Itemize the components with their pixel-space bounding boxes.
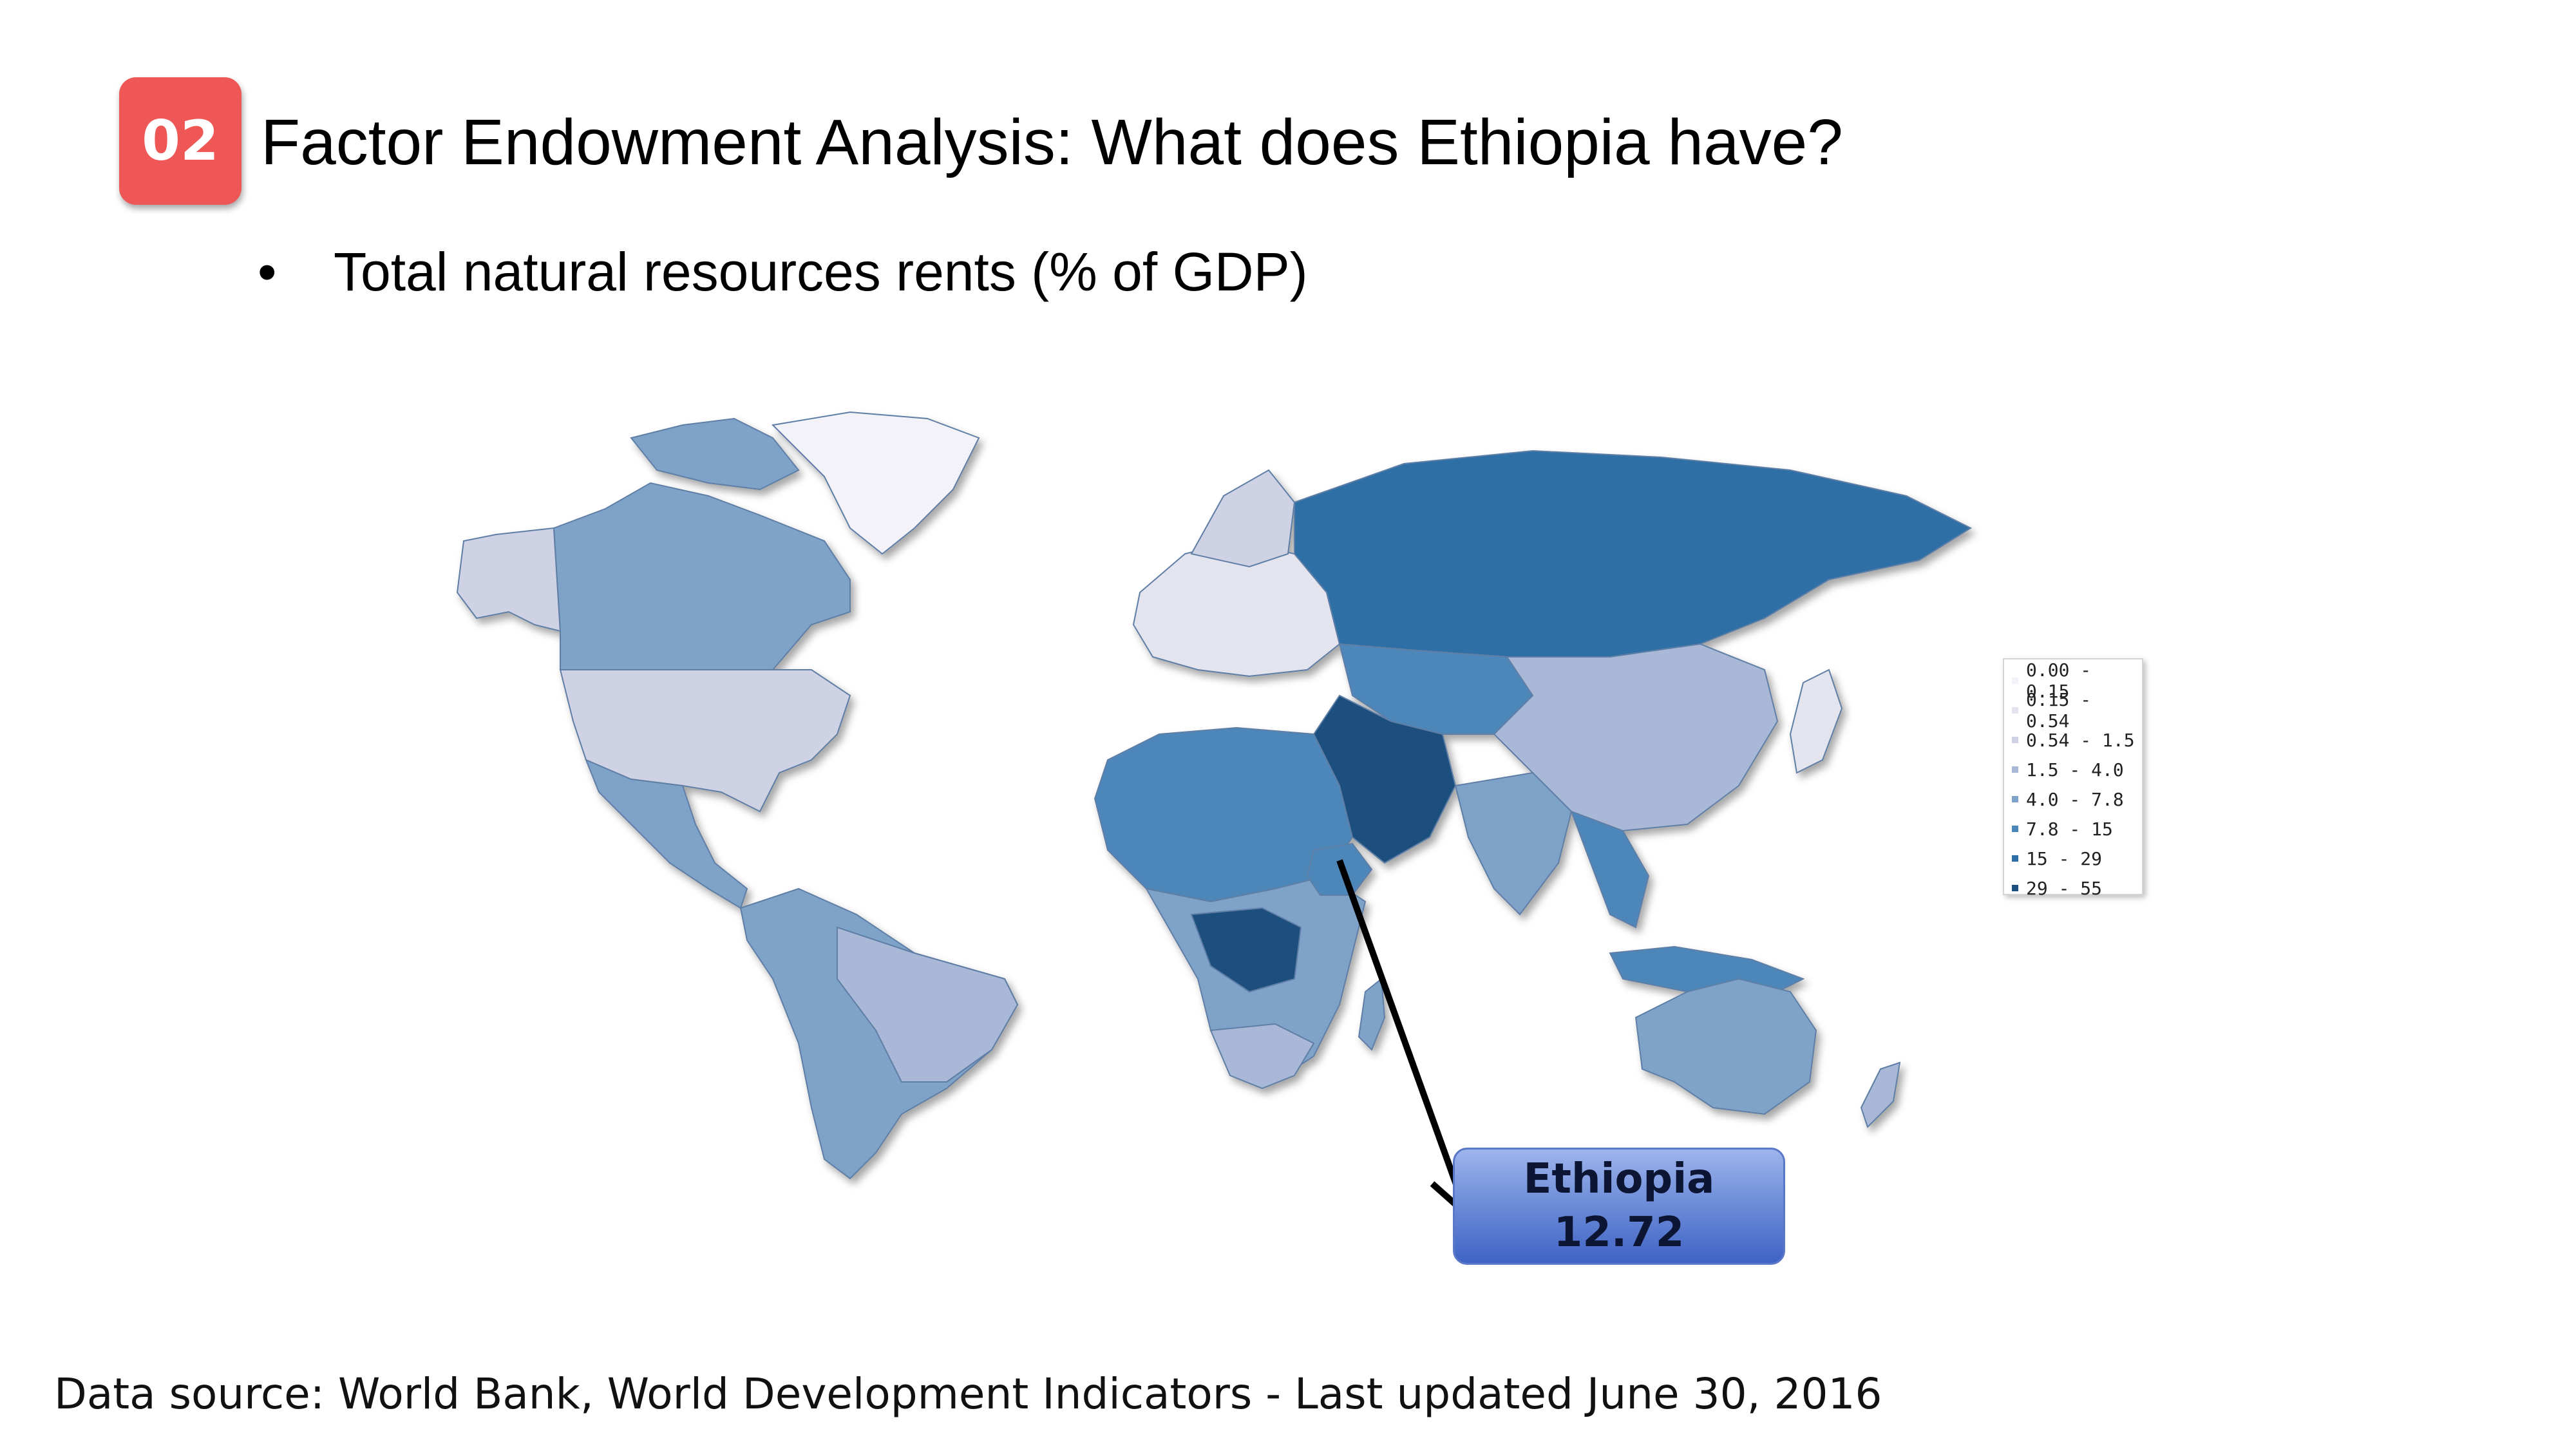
map-legend: 0.00 - 0.15 0.15 - 0.54 0.54 - 1.5 1.5 - 4.… [2003, 658, 2143, 899]
data-source-note: Data source: World Bank, World Developme… [54, 1369, 1882, 1419]
region-madagascar [1358, 978, 1386, 1051]
legend-item: 15 - 29 [2004, 844, 2142, 873]
region-southeast-asia [1570, 810, 1650, 929]
region-japan [1789, 668, 1843, 774]
world-map [456, 411, 1973, 1180]
region-new-zealand [1860, 1061, 1901, 1128]
legend-label: 0.00 - 0.15 [2026, 659, 2092, 702]
legend-swatch [2012, 766, 2018, 773]
ethiopia-callout: Ethiopia 12.72 [1453, 1148, 1785, 1265]
legend-label: 15 - 29 [2026, 848, 2103, 869]
legend-swatch [2012, 707, 2018, 714]
legend-item: 29 - 55 [2004, 873, 2142, 903]
region-canadian-arctic [630, 417, 800, 491]
region-central-africa [1190, 907, 1302, 993]
callout-value: 12.72 [1553, 1209, 1685, 1256]
region-alaska [456, 527, 562, 632]
legend-label: 7.8 - 15 [2026, 818, 2113, 840]
region-australia [1634, 978, 1817, 1115]
legend-label: 0.15 - 0.54 [2026, 689, 2092, 732]
callout-country: Ethiopia [1523, 1155, 1715, 1203]
legend-swatch [2012, 885, 2018, 891]
region-ethiopia [1306, 842, 1373, 896]
legend-swatch [2012, 677, 2018, 684]
region-scandinavia [1190, 469, 1296, 568]
region-mexico [585, 759, 748, 909]
slide-number-badge: 02 [119, 77, 242, 205]
legend-swatch [2012, 826, 2018, 832]
legend-label: 29 - 55 [2026, 877, 2103, 899]
legend-item: 0.54 - 1.5 [2004, 725, 2142, 755]
legend-item: 4.0 - 7.8 [2004, 784, 2142, 814]
legend-label: 1.5 - 4.0 [2026, 759, 2124, 781]
legend-swatch [2012, 796, 2018, 802]
region-canada [553, 482, 851, 670]
bullet-symbol: • [258, 242, 277, 302]
region-brazil [837, 926, 1019, 1083]
legend-item: 0.15 - 0.54 [2004, 689, 2142, 732]
legend-label: 0.54 - 1.5 [2026, 729, 2135, 751]
legend-swatch [2012, 737, 2018, 743]
slide-number: 02 [142, 109, 219, 173]
legend-item: 0.00 - 0.15 [2004, 659, 2142, 702]
legend-item: 7.8 - 15 [2004, 814, 2142, 844]
bullet-text: Total natural resources rents (% of GDP) [334, 242, 1308, 302]
region-greenland [771, 411, 980, 555]
region-india [1454, 772, 1573, 916]
slide-title: Factor Endowment Analysis: What does Eth… [261, 106, 1843, 178]
legend-swatch [2012, 855, 2018, 862]
bullet-item: • Total natural resources rents (% of GDP… [258, 241, 1308, 303]
region-southern-africa [1209, 1023, 1315, 1090]
legend-label: 4.0 - 7.8 [2026, 788, 2124, 810]
legend-item: 1.5 - 4.0 [2004, 755, 2142, 784]
region-russia [1294, 450, 1973, 658]
region-china [1493, 643, 1779, 832]
